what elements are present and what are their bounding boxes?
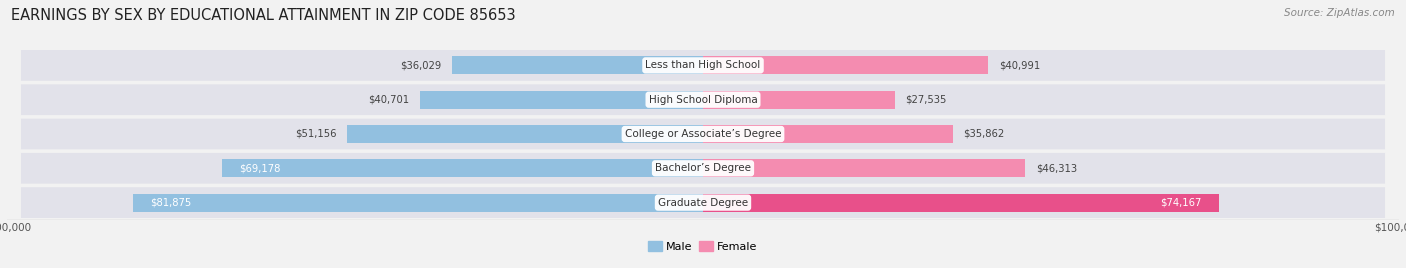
Bar [453,57,703,74]
Text: Less than High School: Less than High School [645,60,761,70]
Text: Graduate Degree: Graduate Degree [658,198,748,208]
Text: High School Diploma: High School Diploma [648,95,758,105]
Text: $35,862: $35,862 [963,129,1004,139]
Bar [703,159,1025,177]
Text: EARNINGS BY SEX BY EDUCATIONAL ATTAINMENT IN ZIP CODE 85653: EARNINGS BY SEX BY EDUCATIONAL ATTAINMEN… [11,8,516,23]
FancyBboxPatch shape [21,153,1385,184]
Text: $81,875: $81,875 [150,198,191,208]
Bar [703,125,953,143]
Text: $69,178: $69,178 [239,163,280,173]
FancyBboxPatch shape [21,50,1385,81]
Text: $46,313: $46,313 [1036,163,1077,173]
Text: $51,156: $51,156 [295,129,336,139]
Text: $27,535: $27,535 [905,95,946,105]
Text: $40,701: $40,701 [368,95,409,105]
Bar [420,91,703,109]
FancyBboxPatch shape [21,187,1385,218]
FancyBboxPatch shape [21,119,1385,149]
Text: $36,029: $36,029 [401,60,441,70]
Text: $74,167: $74,167 [1160,198,1202,208]
Text: Source: ZipAtlas.com: Source: ZipAtlas.com [1284,8,1395,18]
Bar [703,91,894,109]
Bar [222,159,703,177]
FancyBboxPatch shape [21,84,1385,115]
Text: College or Associate’s Degree: College or Associate’s Degree [624,129,782,139]
Bar [703,57,988,74]
Bar [134,194,703,211]
Text: Bachelor’s Degree: Bachelor’s Degree [655,163,751,173]
Legend: Male, Female: Male, Female [648,241,758,252]
Bar [703,194,1219,211]
Text: $40,991: $40,991 [998,60,1040,70]
Bar [347,125,703,143]
